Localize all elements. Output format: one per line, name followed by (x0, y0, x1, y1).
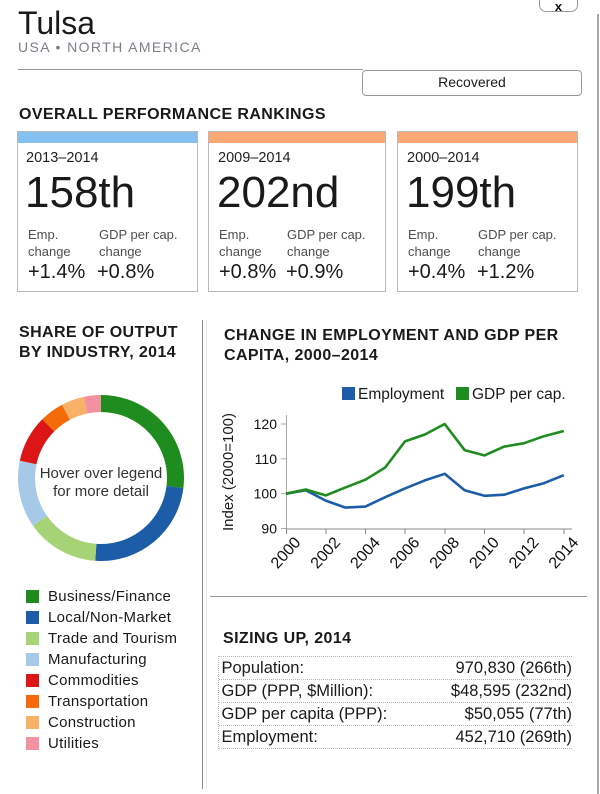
svg-text:120: 120 (254, 416, 278, 432)
svg-text:2010: 2010 (466, 534, 503, 572)
svg-text:2006: 2006 (387, 534, 424, 572)
svg-text:2002: 2002 (308, 534, 345, 572)
svg-text:2014: 2014 (546, 534, 583, 572)
svg-text:2004: 2004 (347, 534, 384, 572)
svg-text:2012: 2012 (506, 534, 543, 572)
svg-text:100: 100 (254, 486, 278, 502)
svg-text:90: 90 (261, 521, 277, 537)
svg-text:110: 110 (255, 451, 278, 467)
svg-text:2000: 2000 (268, 534, 305, 572)
svg-text:2008: 2008 (427, 534, 464, 572)
